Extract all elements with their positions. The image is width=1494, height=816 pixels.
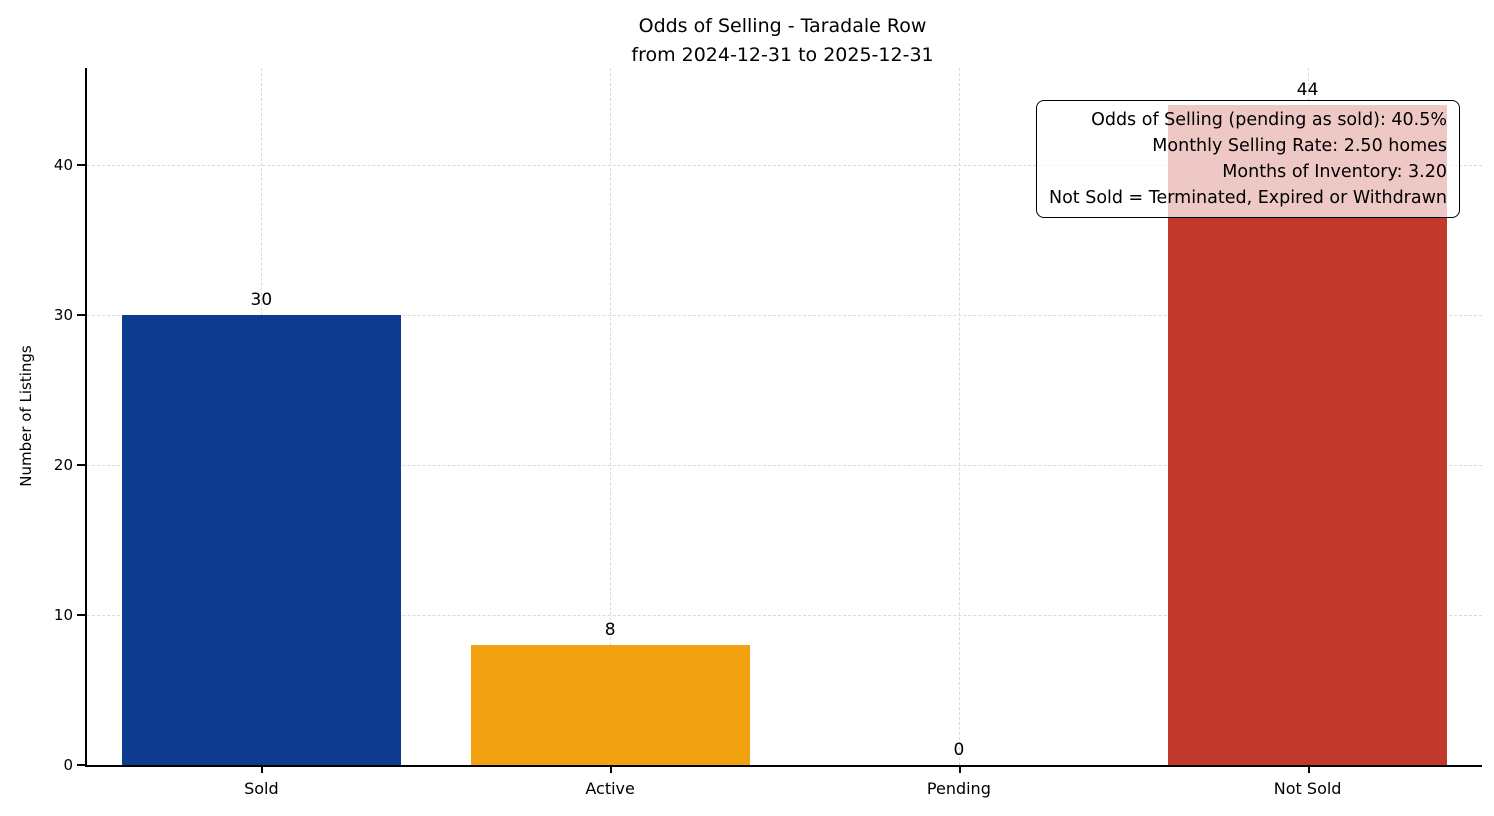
annotation-box: Odds of Selling (pending as sold): 40.5%… — [1035, 100, 1460, 218]
x-gridline — [958, 68, 960, 765]
bar-active — [470, 645, 750, 765]
y-gridline — [87, 315, 1482, 317]
y-tick-label: 40 — [53, 156, 73, 175]
y-tick-label: 20 — [53, 456, 73, 475]
bar-sold — [121, 315, 401, 765]
bar-value-label: 0 — [953, 740, 965, 760]
x-tick-mark — [1307, 765, 1310, 773]
y-gridline — [87, 465, 1482, 467]
annotation-line-odds: Odds of Selling (pending as sold): 40.5% — [1091, 110, 1447, 130]
y-gridline — [87, 165, 1482, 167]
x-gridline — [610, 68, 612, 765]
annotation-line-rate: Monthly Selling Rate: 2.50 homes — [1152, 136, 1447, 156]
bar-value-label: 44 — [1296, 80, 1319, 101]
x-tick-mark — [261, 765, 264, 773]
y-tick-mark — [77, 614, 85, 617]
x-tick-label: Not Sold — [1273, 779, 1342, 798]
y-tick-label: 10 — [53, 606, 73, 625]
x-tick-label: Sold — [244, 779, 279, 798]
bar-value-label: 8 — [604, 620, 616, 641]
y-tick-label: 0 — [63, 756, 73, 774]
annotation-line-notsold: Not Sold = Terminated, Expired or Withdr… — [1048, 188, 1447, 208]
plot-area: Odds of Selling (pending as sold): 40.5%… — [54, 68, 1482, 798]
x-tick-label: Pending — [926, 779, 991, 798]
y-tick-mark — [77, 314, 85, 317]
bar-value-label: 30 — [250, 290, 273, 311]
y-axis-label: Number of Listings — [17, 345, 35, 487]
x-tick-label: Active — [585, 779, 635, 798]
y-tick-mark — [77, 764, 85, 766]
y-gridline — [87, 615, 1482, 617]
y-tick-label: 30 — [53, 306, 73, 325]
annotation-line-inventory: Months of Inventory: 3.20 — [1222, 162, 1447, 182]
x-tick-mark — [958, 765, 961, 773]
y-tick-mark — [77, 164, 85, 167]
x-tick-mark — [610, 765, 613, 773]
y-tick-mark — [77, 464, 85, 467]
chart-title: Odds of Selling - Taradale Row from 2024… — [85, 12, 1480, 71]
chart-title-line2: from 2024-12-31 to 2025-12-31 — [631, 44, 934, 67]
chart-title-line1: Odds of Selling - Taradale Row — [638, 15, 927, 37]
